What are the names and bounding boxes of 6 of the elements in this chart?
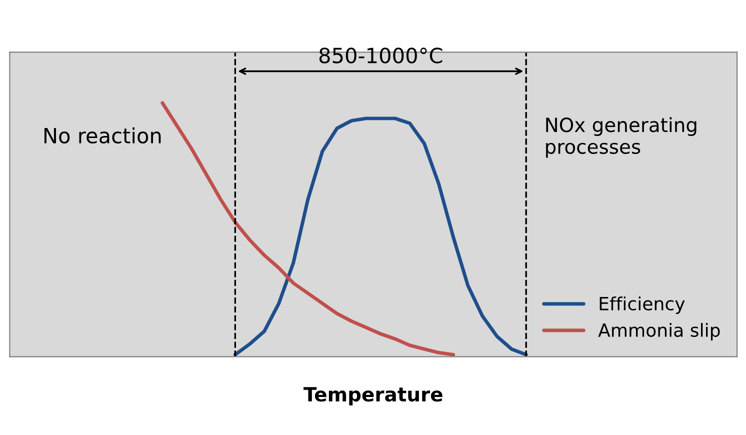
legend-label: Ammonia slip bbox=[598, 322, 720, 340]
annotation: No reaction bbox=[44, 127, 161, 144]
text: 850-1000°C bbox=[319, 48, 442, 64]
annotation: NOx generating processes bbox=[546, 117, 696, 158]
x-axis-title: Temperature bbox=[304, 387, 442, 406]
legend-label: Efficiency bbox=[600, 296, 685, 314]
